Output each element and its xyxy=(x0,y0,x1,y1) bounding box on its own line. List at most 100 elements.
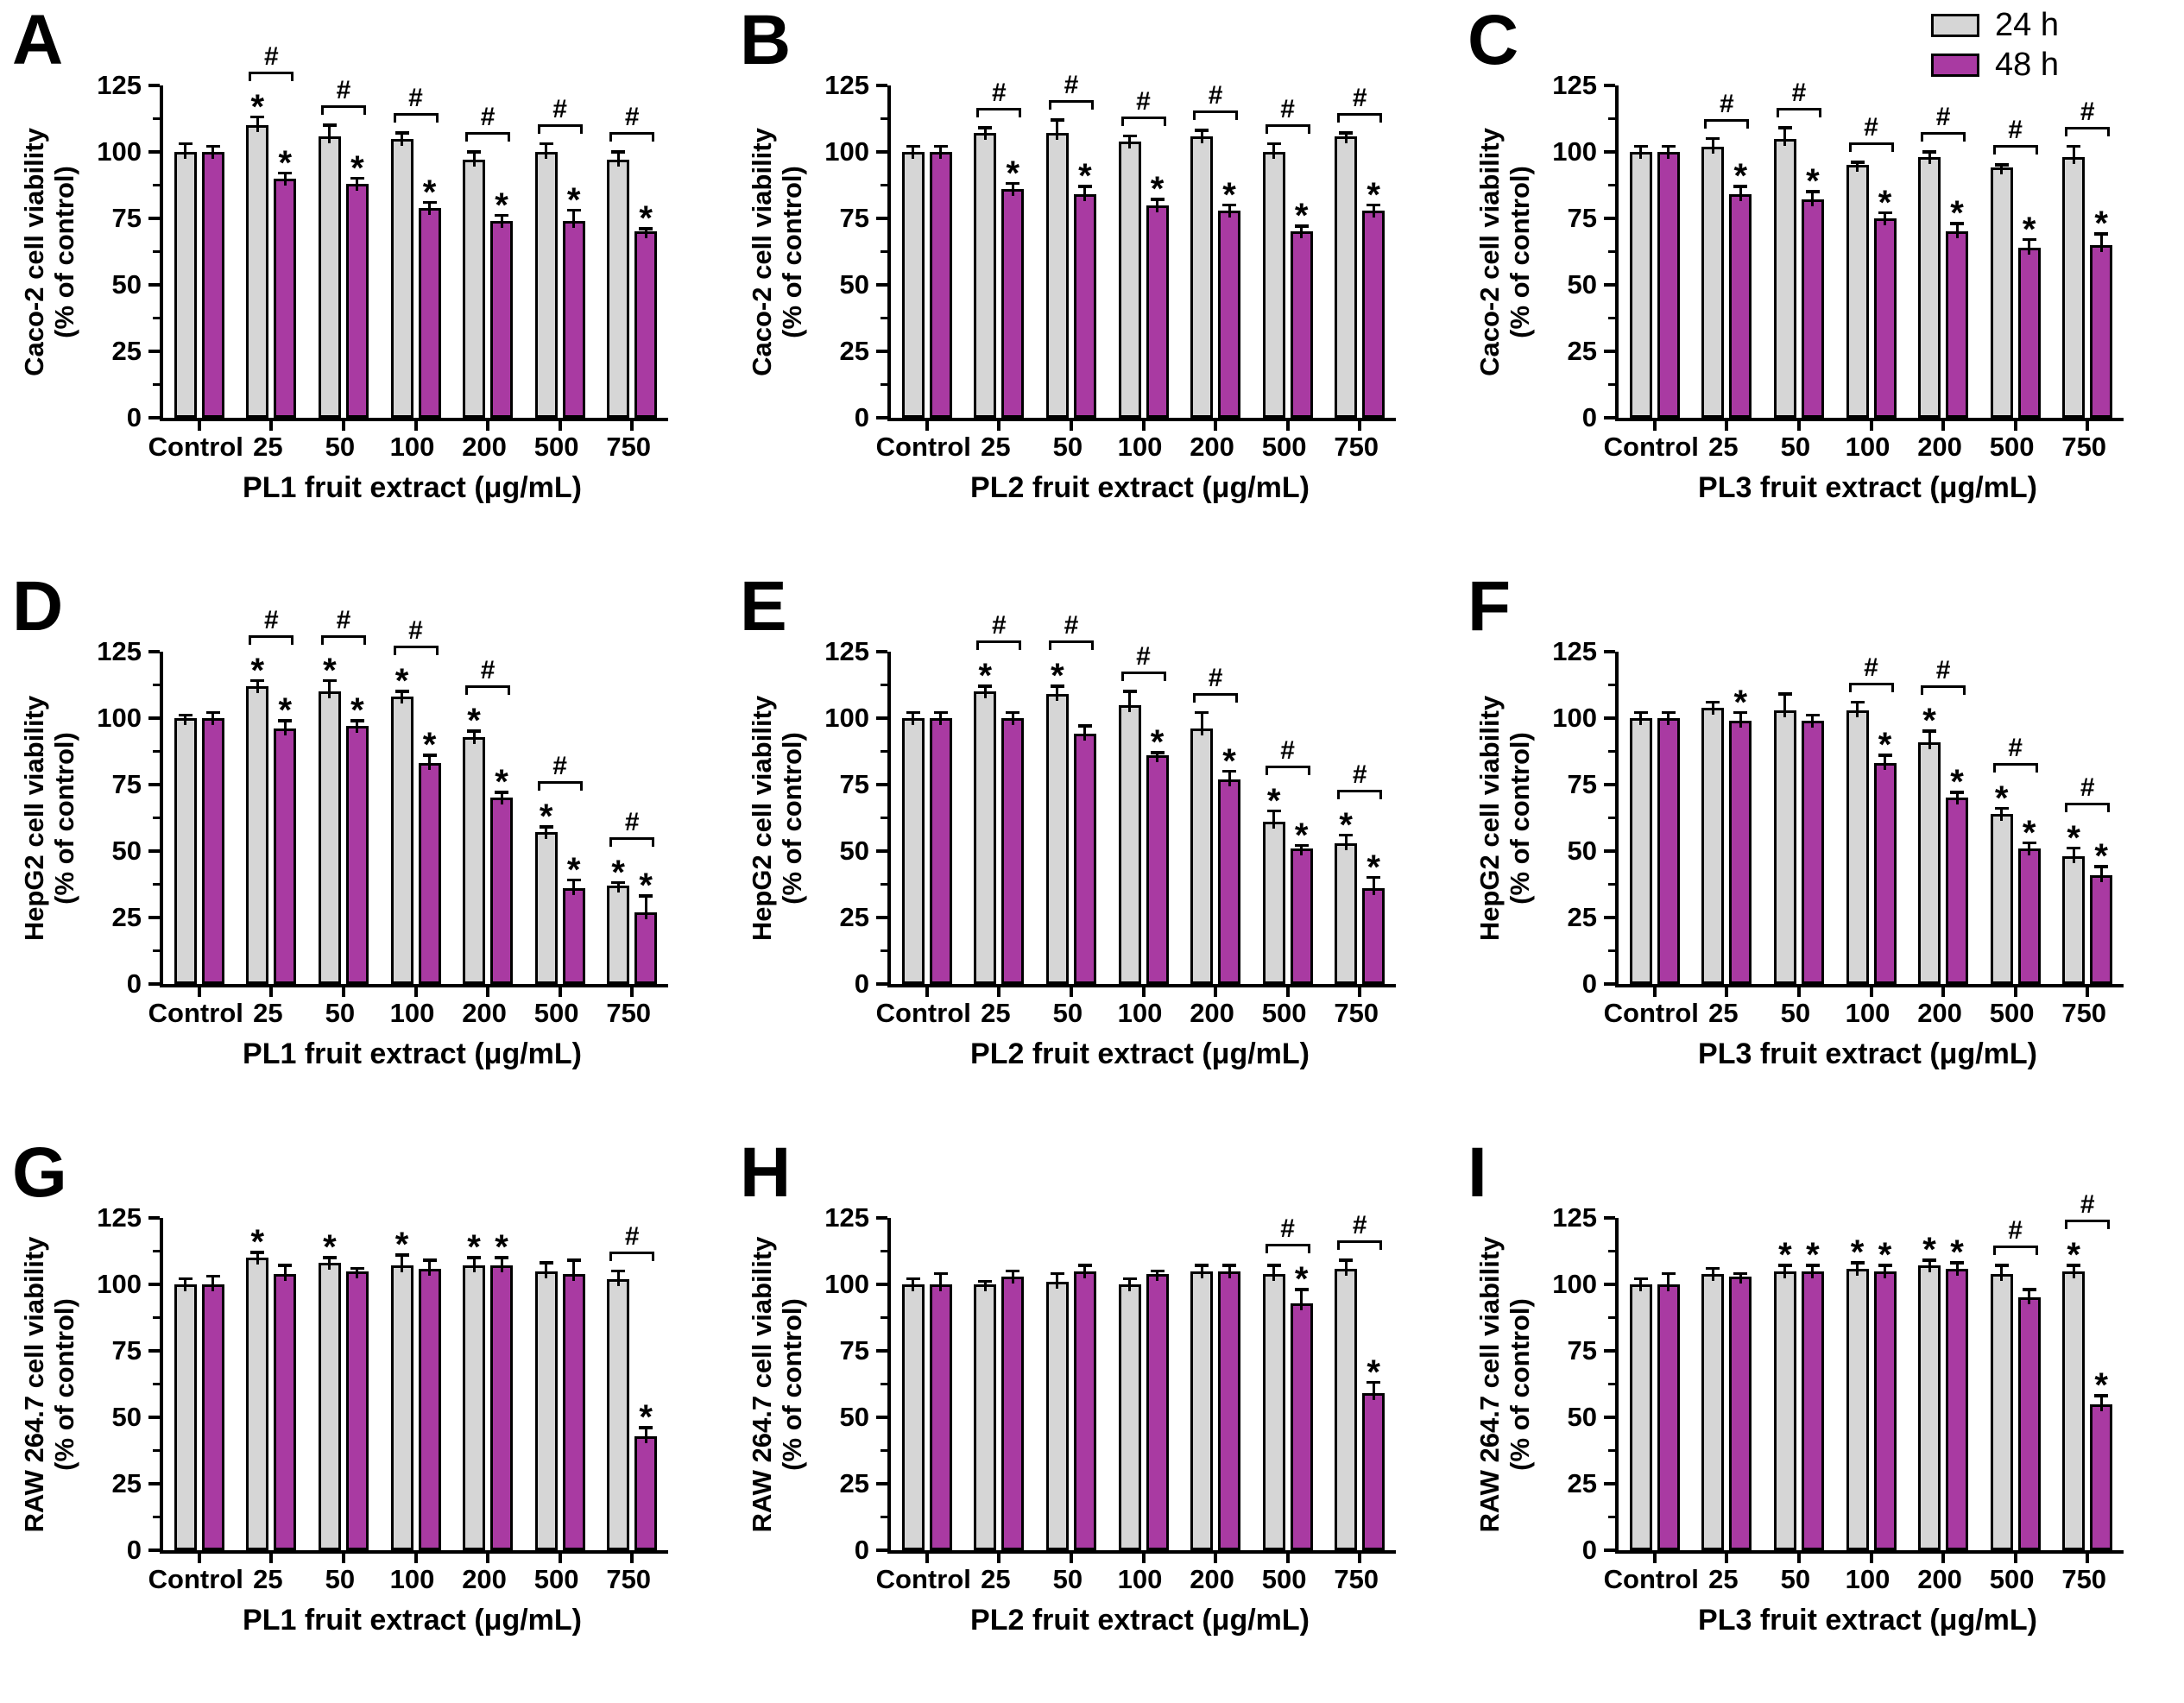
x-tick-100 xyxy=(413,421,418,431)
hash-bracket xyxy=(609,836,655,847)
error-bar xyxy=(356,178,359,191)
error-bar xyxy=(1156,1271,1158,1281)
error-bar xyxy=(283,721,287,736)
star-annotation: * xyxy=(2094,205,2108,243)
error-bar-cap xyxy=(539,142,553,146)
error-bar-cap xyxy=(1994,806,2009,811)
y-minor-tick xyxy=(1608,949,1615,952)
bar-48h-Control xyxy=(929,152,952,418)
error-bar-cap xyxy=(933,1271,948,1276)
panel-F: F 0 25 50 75 100 125 * * # * * # * * # * * # HepG2 cell via… xyxy=(1455,567,2183,1131)
error-bar-cap xyxy=(1150,198,1165,201)
error-bar xyxy=(428,202,431,215)
error-bar-cap xyxy=(1706,700,1720,704)
bar-48h-500 xyxy=(562,888,585,984)
error-bar xyxy=(2099,867,2103,882)
x-cat-label-50: 50 xyxy=(325,998,356,1028)
error-bar-cap xyxy=(178,142,193,146)
bar-48h-Control xyxy=(1657,1284,1680,1550)
y-tick-25 xyxy=(876,916,887,919)
y-tick-0 xyxy=(148,982,160,986)
error-bar xyxy=(1639,146,1643,159)
x-tick-Control xyxy=(197,421,201,431)
error-bar-cap xyxy=(1050,684,1064,688)
error-bar xyxy=(983,686,987,699)
error-bar-cap xyxy=(322,1256,337,1259)
star-annotation: * xyxy=(1850,1233,1865,1272)
y-tick-75 xyxy=(1604,1349,1615,1353)
error-bar xyxy=(1156,199,1158,212)
error-bar xyxy=(1739,712,1742,729)
error-bar xyxy=(1711,138,1714,154)
y-minor-tick xyxy=(153,949,160,952)
error-bar xyxy=(1783,1265,1787,1278)
x-axis-title-C: PL3 fruit extract (μg/mL) xyxy=(1698,471,2037,504)
plot-area-B: 0 25 50 75 100 125 * # * # * # * # * # * # xyxy=(824,72,1396,432)
bar-24h-100 xyxy=(1846,1268,1869,1550)
y-minor-tick xyxy=(881,684,887,686)
hash-annotation: # xyxy=(1136,642,1151,672)
star-annotation: * xyxy=(539,798,553,836)
error-bar-cap xyxy=(1878,1264,1892,1267)
x-cat-label-500: 500 xyxy=(533,998,579,1028)
bar-48h-500 xyxy=(1290,848,1313,984)
bar-48h-750 xyxy=(1362,210,1386,418)
y-tick-125 xyxy=(876,1216,887,1220)
error-bar-cap xyxy=(1633,710,1648,715)
bar-48h-750 xyxy=(634,911,658,984)
error-bar-cap xyxy=(495,1256,509,1259)
x-cat-label-25: 25 xyxy=(981,432,1011,462)
x-cat-label-750: 750 xyxy=(606,1564,652,1594)
star-annotation: * xyxy=(2067,818,2080,857)
bar-24h-750 xyxy=(2062,1271,2086,1550)
x-cat-label-500: 500 xyxy=(1989,1564,2035,1594)
star-annotation: * xyxy=(1806,1236,1820,1275)
bar-24h-25 xyxy=(246,686,269,984)
x-tick-750 xyxy=(1358,987,1362,997)
star-annotation: * xyxy=(1778,1236,1792,1275)
legend-label-48h: 48 h xyxy=(1995,46,2059,83)
error-bar-cap xyxy=(1922,729,1937,733)
x-cat-label-25: 25 xyxy=(981,998,1011,1028)
x-cat-label-750: 750 xyxy=(606,998,652,1028)
error-bar xyxy=(572,1260,576,1281)
hash-bracket xyxy=(609,132,655,142)
error-bar-cap xyxy=(933,710,948,715)
error-bar xyxy=(472,1258,476,1273)
y-minor-tick xyxy=(153,750,160,753)
y-tick-75 xyxy=(1604,783,1615,786)
panel-letter-D: D xyxy=(12,567,64,646)
error-bar-cap xyxy=(2094,232,2109,236)
error-bar xyxy=(1200,712,1203,736)
y-tick-label-0: 0 xyxy=(1581,1535,1597,1565)
error-bar-cap xyxy=(539,1261,553,1265)
error-bar-cap xyxy=(2067,1264,2081,1267)
error-bar-cap xyxy=(1994,163,2009,167)
y-tick-75 xyxy=(876,1349,887,1353)
error-bar-cap xyxy=(1006,710,1020,715)
error-bar-cap xyxy=(1122,134,1137,138)
hash-bracket xyxy=(1921,132,1966,142)
y-tick-label-50: 50 xyxy=(1567,1402,1597,1432)
x-tick-100 xyxy=(1869,421,1873,431)
y-minor-tick xyxy=(1608,184,1615,186)
y-minor-tick xyxy=(153,1316,160,1319)
error-bar-cap xyxy=(1077,1264,1092,1267)
hash-bracket xyxy=(2065,1220,2111,1230)
error-bar xyxy=(1667,1273,1670,1291)
hash-annotation: # xyxy=(2008,733,2023,762)
error-bar xyxy=(912,146,915,159)
error-bar xyxy=(939,712,943,725)
error-bar xyxy=(644,1428,647,1443)
x-tick-750 xyxy=(2086,421,2090,431)
bar-24h-25 xyxy=(974,133,997,418)
y-tick-label-125: 125 xyxy=(97,1202,142,1233)
y-tick-label-50: 50 xyxy=(111,1402,142,1432)
hash-bracket xyxy=(1120,672,1166,682)
error-bar-cap xyxy=(1122,1277,1137,1281)
error-bar-cap xyxy=(350,176,364,180)
hash-bracket xyxy=(2065,802,2111,812)
bar-48h-50 xyxy=(1073,1271,1096,1550)
y-tick-label-100: 100 xyxy=(97,1269,142,1299)
x-tick-500 xyxy=(1285,1554,1290,1563)
